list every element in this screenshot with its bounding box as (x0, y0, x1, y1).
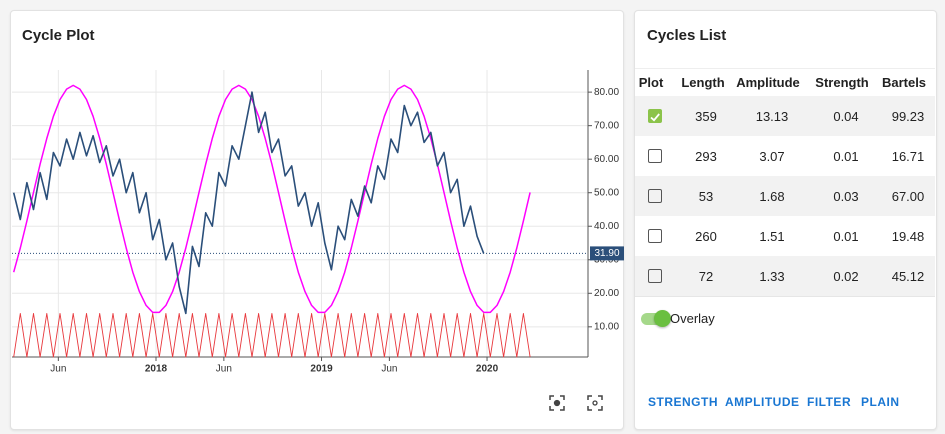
check-mark (650, 113, 660, 122)
chart-title: Cycle Plot (22, 27, 95, 44)
table-row (635, 256, 935, 297)
list-title: Cycles List (647, 27, 727, 44)
action-button[interactable]: PLAIN (861, 395, 900, 409)
table-cell: 1.68 (759, 189, 785, 204)
y-tick-label: 50.00 (594, 187, 619, 198)
y-tick-label: 20.00 (594, 288, 619, 299)
table-cell: 53 (698, 189, 714, 204)
icon-dot (592, 400, 598, 406)
series-line (12, 91, 485, 315)
table-row (635, 136, 935, 177)
plot-checkbox[interactable] (648, 189, 662, 203)
series-line (12, 84, 531, 314)
icon-frame (549, 395, 565, 411)
toggle-knob[interactable] (654, 310, 671, 327)
y-tick-label: 80.00 (594, 87, 619, 98)
table-cell: 99.23 (891, 109, 925, 124)
column-header: Plot (638, 75, 664, 90)
action-button[interactable]: AMPLITUDE (725, 395, 800, 409)
x-tick-label: 2019 (310, 364, 333, 375)
table-cell: 16.71 (891, 149, 925, 164)
table-cell: 0.01 (833, 229, 859, 244)
table-cell: 19.48 (891, 229, 925, 244)
y-tick-label: 70.00 (594, 120, 619, 131)
table-cell: 13.13 (755, 109, 789, 124)
y-tick-label: 40.00 (594, 221, 619, 232)
icon-frame (587, 395, 603, 411)
x-tick-label: 2018 (145, 364, 168, 375)
last-value-tag (590, 246, 624, 261)
plot-checkbox[interactable] (648, 149, 662, 163)
table-cell: 1.33 (759, 269, 785, 284)
x-tick-label: Jun (216, 364, 232, 375)
plot-checkbox[interactable] (648, 109, 662, 123)
series-line (13, 312, 531, 358)
x-tick-label: 2020 (476, 364, 499, 375)
table-cell: 0.01 (833, 149, 859, 164)
table-cell: 0.03 (833, 189, 859, 204)
table-cell: 359 (695, 109, 717, 124)
focus-button[interactable] (549, 395, 565, 411)
action-button[interactable]: STRENGTH (648, 395, 718, 409)
column-header: Strength (815, 75, 869, 90)
x-tick-label: Jun (381, 364, 397, 375)
cycle-plot-card (10, 10, 624, 430)
plot-checkbox[interactable] (648, 269, 662, 283)
table-cell: 67.00 (891, 189, 925, 204)
column-header: Length (681, 75, 725, 90)
fit-button[interactable] (587, 395, 603, 411)
table-cell: 293 (695, 149, 717, 164)
column-header: Bartels (881, 75, 927, 90)
toggle-label: Overlay (670, 311, 715, 326)
last-value-label: 31.90 (594, 248, 619, 259)
table-cell: 3.07 (759, 149, 785, 164)
x-tick-label: Jun (50, 364, 66, 375)
table-cell: 45.12 (891, 269, 925, 284)
column-header: Amplitude (736, 75, 800, 90)
y-tick-label: 10.00 (594, 321, 619, 332)
table-cell: 260 (695, 229, 717, 244)
table-cell: 0.02 (833, 269, 859, 284)
plot-checkbox[interactable] (648, 229, 662, 243)
table-cell: 1.51 (759, 229, 785, 244)
y-tick-label: 60.00 (594, 154, 619, 165)
action-button[interactable]: FILTER (807, 395, 852, 409)
chart: 10.0020.0030.0040.0050.0060.0070.0080.00… (12, 70, 624, 411)
table-cell: 72 (698, 269, 714, 284)
table-row (635, 176, 935, 217)
table-row (635, 216, 935, 257)
icon-dot (553, 399, 561, 407)
table-cell: 0.04 (833, 109, 859, 124)
